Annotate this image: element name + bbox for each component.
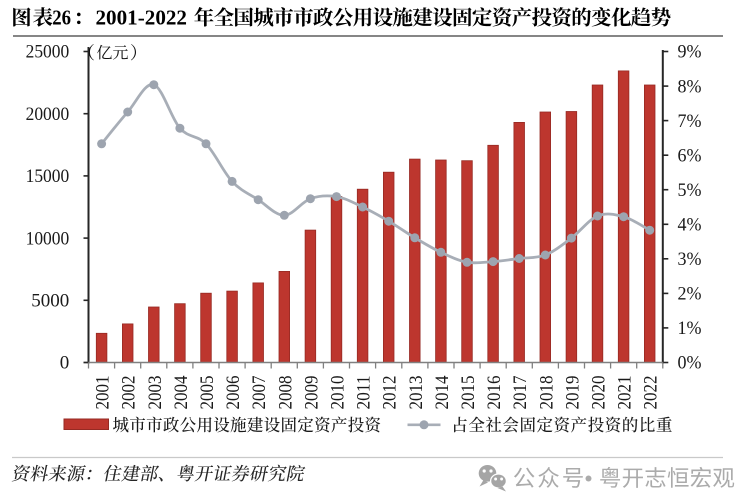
svg-text:2014: 2014 [432,375,453,409]
svg-text:2013: 2013 [406,376,427,410]
svg-text:2011: 2011 [354,376,375,410]
svg-text:0%: 0% [678,353,702,374]
svg-text:2001-2022: 2001-2022 [96,6,188,30]
svg-text:5%: 5% [678,180,702,201]
svg-text:5000: 5000 [31,291,69,312]
svg-text:9%: 9% [678,42,702,63]
svg-text:2016: 2016 [484,376,505,410]
svg-text:2008: 2008 [275,376,296,410]
svg-text:25000: 25000 [26,42,70,63]
svg-text:8%: 8% [678,76,702,97]
svg-text:2001: 2001 [93,376,114,410]
svg-text:2004: 2004 [171,375,192,409]
svg-text:20000: 20000 [26,104,70,125]
svg-text:2009: 2009 [301,376,322,410]
svg-text:0: 0 [60,353,70,374]
svg-text:15000: 15000 [26,166,70,187]
svg-text:2015: 2015 [458,376,479,410]
svg-text:1%: 1% [678,318,702,339]
svg-text:2010: 2010 [328,376,349,410]
svg-text:6%: 6% [678,145,702,166]
svg-text:2020: 2020 [589,376,610,410]
svg-text:2007: 2007 [249,376,270,410]
svg-text:2021: 2021 [615,376,636,410]
svg-text:2018: 2018 [536,376,557,410]
svg-text:26: 26 [52,6,71,30]
svg-text:2019: 2019 [562,376,583,410]
svg-text:2003: 2003 [145,376,166,410]
svg-text:2022: 2022 [641,376,662,410]
svg-text:2002: 2002 [119,376,140,410]
svg-text:2006: 2006 [223,376,244,410]
svg-text:2017: 2017 [510,376,531,410]
svg-text:7%: 7% [678,111,702,132]
svg-text:2005: 2005 [197,376,218,410]
svg-text:2012: 2012 [380,376,401,410]
svg-text:2%: 2% [678,284,702,305]
svg-text:10000: 10000 [26,228,70,249]
svg-text:4%: 4% [678,215,702,236]
svg-text:3%: 3% [678,249,702,270]
